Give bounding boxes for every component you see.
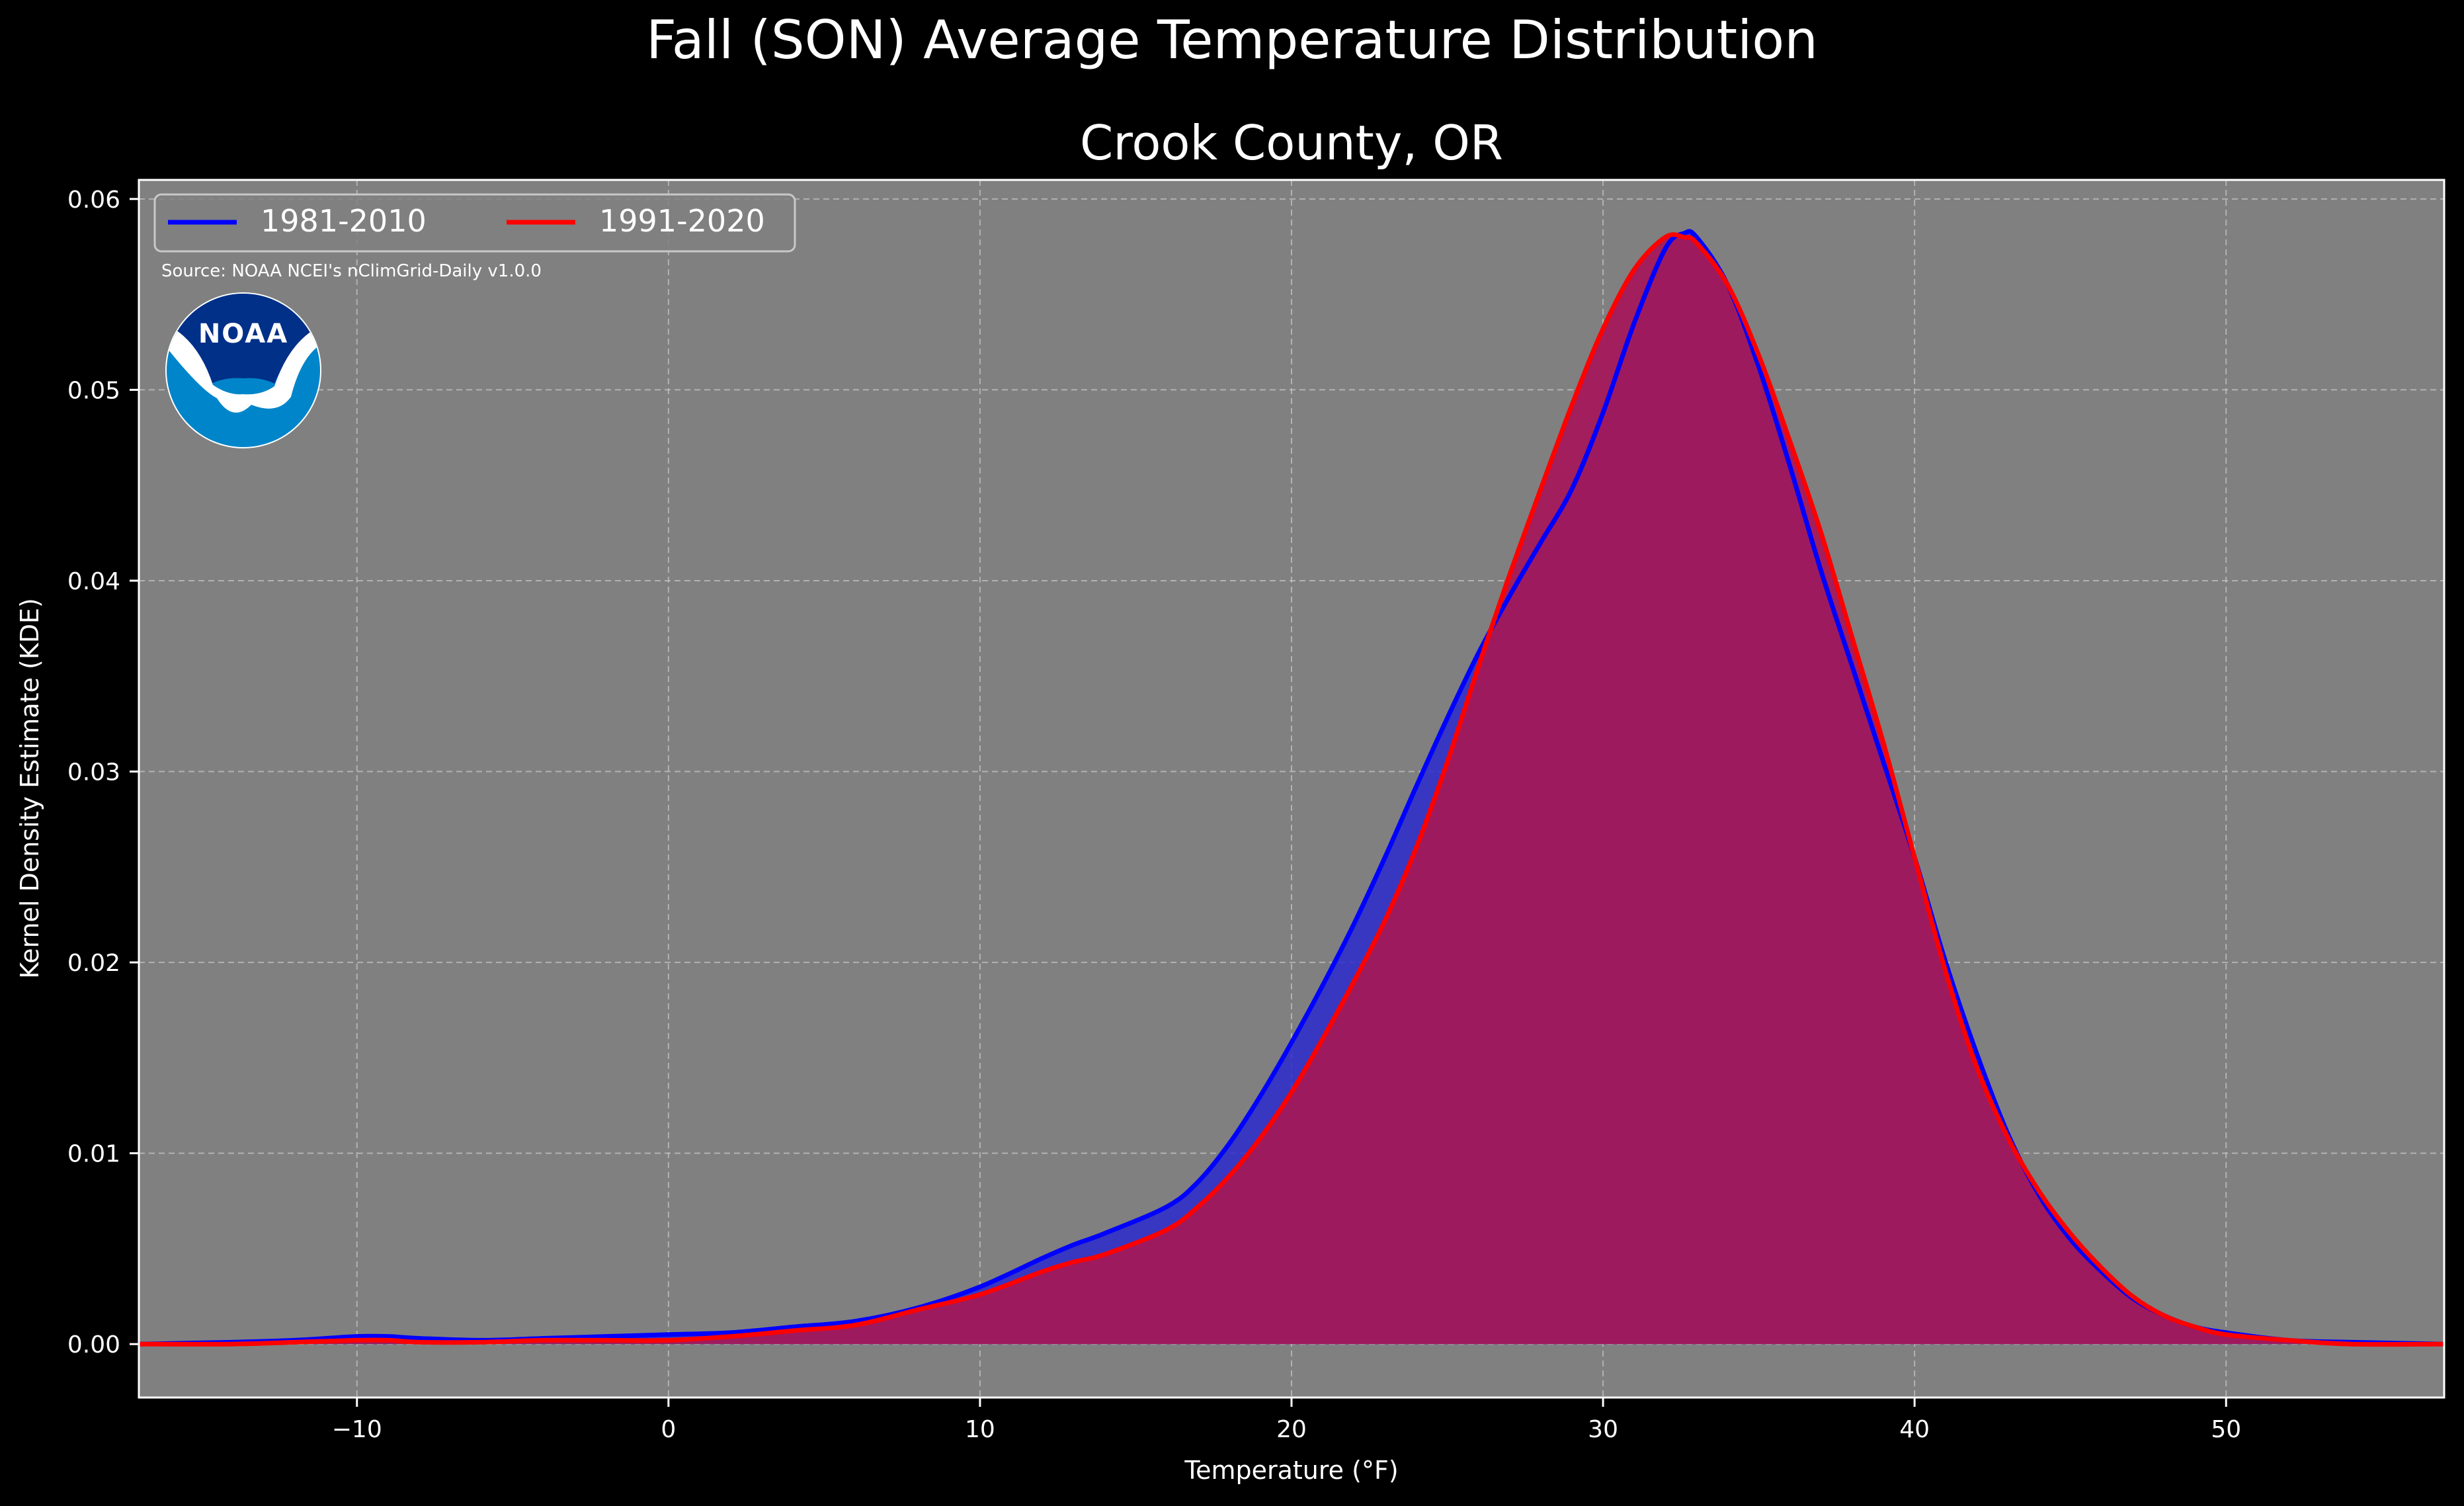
x-tick-label-2: 10 — [965, 1416, 995, 1443]
x-tick-label-1: 0 — [661, 1416, 676, 1443]
series-line-1991-2020 — [138, 232, 2445, 1347]
noaa-logo-upper — [167, 294, 320, 384]
x-tick-label-0: −10 — [332, 1416, 382, 1443]
legend-label-1991-2020: 1991-2020 — [599, 203, 765, 239]
legend-label-1981-2010: 1981-2010 — [261, 203, 427, 239]
series-fills — [139, 231, 2444, 1345]
area-fill-1991-2020 — [139, 234, 2444, 1345]
figure-title: Fall (SON) Average Temperature Distribut… — [646, 9, 1818, 71]
y-axis-ticks: 0.00 0.01 0.02 0.03 0.04 0.05 0.06 — [67, 187, 139, 1359]
series-lines — [138, 229, 2445, 1347]
y-tick-label-0: 0.00 — [67, 1331, 120, 1359]
y-tick-label-2: 0.02 — [67, 950, 120, 977]
y-tick-label-5: 0.05 — [67, 377, 120, 404]
y-tick-label-6: 0.06 — [67, 187, 120, 214]
y-tick-label-1: 0.01 — [67, 1141, 120, 1168]
x-tick-label-6: 50 — [2211, 1416, 2241, 1443]
noaa-logo-bird-icon — [168, 325, 320, 413]
x-tick-label-3: 20 — [1276, 1416, 1307, 1443]
y-tick-label-3: 0.03 — [67, 759, 120, 786]
chart-subtitle: Crook County, OR — [1080, 115, 1503, 171]
y-tick-label-4: 0.04 — [67, 568, 120, 595]
x-axis-ticks: −10 0 10 20 30 40 50 — [332, 1398, 2241, 1443]
y-axis-label: Kernel Density Estimate (KDE) — [15, 598, 44, 979]
noaa-logo-text: NOAA — [198, 319, 288, 349]
x-tick-label-5: 40 — [1899, 1416, 1930, 1443]
noaa-logo: NOAA — [165, 292, 321, 448]
source-note: Source: NOAA NCEI's nClimGrid-Daily v1.0… — [161, 261, 542, 281]
x-axis-label: Temperature (°F) — [1184, 1456, 1398, 1485]
x-tick-label-4: 30 — [1588, 1416, 1618, 1443]
legend-frame — [153, 193, 796, 253]
legend: 1981-2010 1991-2020 — [153, 193, 796, 253]
